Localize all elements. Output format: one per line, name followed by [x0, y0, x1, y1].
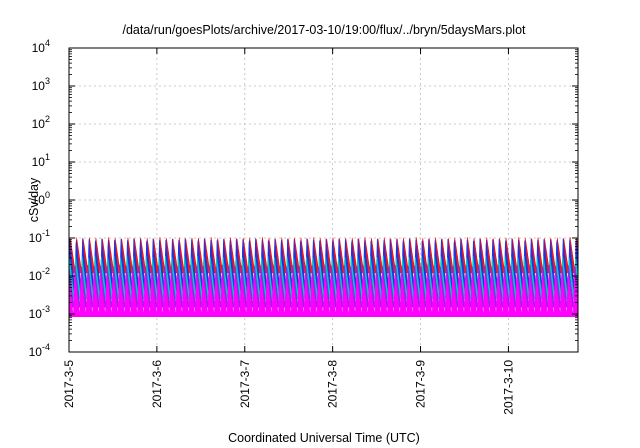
chart-title: /data/run/goesPlots/archive/2017-03-10/1…: [122, 23, 526, 37]
y-tick-exponent: -4: [42, 342, 50, 352]
y-tick-label: 103: [32, 76, 50, 93]
gridlines: [69, 48, 578, 352]
y-tick-exponent: -1: [42, 228, 50, 238]
series-area: [68, 238, 579, 292]
y-tick-exponent: 0: [45, 190, 50, 200]
y-tick-exponent: 4: [45, 38, 50, 48]
x-tick-label: 2017-3-6: [150, 360, 164, 408]
x-tick-label: 2017-3-9: [414, 360, 428, 408]
x-tick-label: 2017-3-8: [326, 360, 340, 408]
y-tick-exponent: -2: [42, 266, 50, 276]
x-tick-label: 2017-3-10: [501, 360, 515, 415]
y-tick-label: 10-1: [29, 228, 50, 245]
y-tick-exponent: 1: [45, 152, 50, 162]
series-area: [68, 237, 579, 274]
x-axis-ticks: 2017-3-5 2017-3-6 2017-3-7 2017-3-8 2017-3-9…: [62, 48, 515, 415]
x-axis-label: Coordinated Universal Time (UTC): [228, 431, 420, 445]
x-tick-label: 2017-3-7: [238, 360, 252, 408]
series-area: [68, 273, 579, 317]
x-tick-label: 2017-3-5: [62, 360, 76, 408]
y-tick-label: 101: [32, 152, 50, 169]
y-tick-label: 10-4: [29, 342, 50, 359]
y-tick-label: 102: [32, 114, 50, 131]
y-tick-label: 10-3: [29, 304, 50, 321]
y-tick-exponent: -3: [42, 304, 50, 314]
y-tick-exponent: 2: [45, 114, 50, 124]
data-series: [68, 237, 579, 317]
y-tick-exponent: 3: [45, 76, 50, 86]
y-tick-label: 104: [32, 38, 50, 55]
y-axis-label: cSv/day: [27, 177, 41, 222]
y-tick-label: 10-2: [29, 266, 50, 283]
